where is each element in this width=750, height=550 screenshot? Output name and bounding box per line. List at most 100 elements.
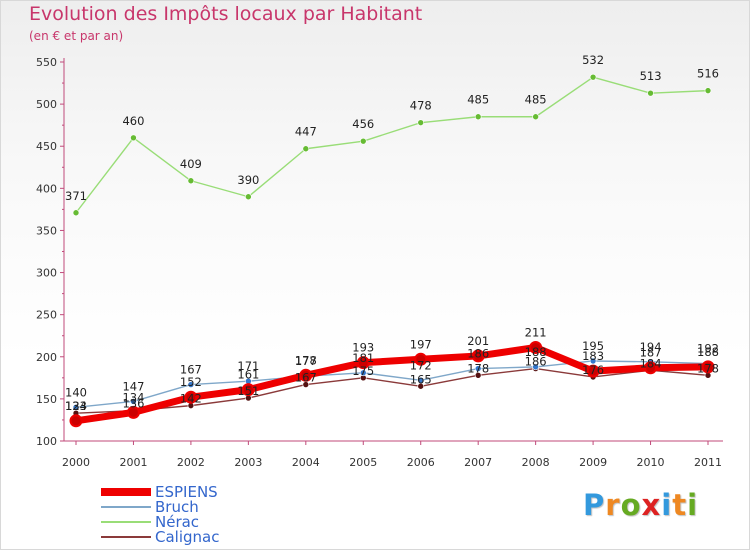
- x-tick-label: 2009: [579, 456, 607, 469]
- data-point: [356, 356, 370, 370]
- data-label: 532: [582, 53, 604, 67]
- data-label: 124: [65, 399, 87, 413]
- labels-calignac: 133 136 142 151 167 175 165 178 186 176 184 178: [65, 355, 719, 414]
- data-point: [644, 361, 658, 375]
- data-label: 197: [410, 337, 432, 351]
- proxiti-logo: Proxiti: [583, 488, 698, 522]
- series-nérac: [72, 73, 712, 217]
- data-point: [302, 145, 310, 153]
- legend-item-calignac: Calignac: [101, 528, 301, 546]
- y-tick-label: 500: [36, 98, 57, 111]
- x-tick-label: 2000: [62, 456, 90, 469]
- data-point: [474, 365, 482, 372]
- data-point: [532, 113, 539, 121]
- data-label: 513: [640, 69, 662, 83]
- data-label: 175: [352, 364, 374, 378]
- data-label: 183: [582, 349, 604, 363]
- series-line: [75, 76, 709, 214]
- x-tick-label: 2006: [407, 456, 435, 469]
- data-label: 193: [352, 341, 374, 355]
- data-label: 140: [65, 385, 87, 399]
- series-line: [75, 360, 709, 409]
- logo-letter: t: [672, 488, 688, 522]
- data-label: 371: [65, 189, 87, 203]
- y-tick-label: 300: [36, 267, 57, 280]
- data-label: 178: [295, 353, 317, 367]
- data-point: [589, 357, 597, 365]
- y-tick-label: 250: [36, 309, 57, 322]
- x-tick-label: 2004: [292, 456, 320, 469]
- data-label: 181: [352, 351, 374, 365]
- x-tick-label: 2003: [234, 456, 262, 469]
- legend-label-espiens: ESPIENS: [155, 483, 218, 501]
- data-label: 142: [180, 392, 202, 406]
- y-tick-label: 400: [36, 182, 57, 195]
- legend-swatch-calignac: [101, 536, 151, 538]
- chart-title: Evolution des Impôts locaux par Habitant: [29, 3, 423, 25]
- legend-item-bruch: Bruch: [101, 498, 301, 516]
- data-point: [72, 404, 80, 411]
- data-point: [69, 414, 83, 428]
- data-point: [471, 349, 485, 363]
- logo-letter: x: [641, 488, 662, 522]
- data-point: [184, 390, 198, 404]
- legend-item-espiens: ESPIENS: [101, 483, 301, 501]
- y-tick-label: 150: [36, 393, 57, 406]
- data-point: [701, 360, 715, 374]
- series-line: [75, 367, 709, 414]
- legend-label-calignac: Calignac: [155, 528, 220, 546]
- data-point: [529, 341, 543, 355]
- legend-swatch-bruch: [101, 506, 151, 508]
- x-tick-label: 2008: [522, 456, 550, 469]
- data-point: [532, 363, 539, 371]
- logo-letter: o: [620, 488, 642, 522]
- data-label: 134: [122, 390, 144, 404]
- data-label: 167: [295, 371, 317, 385]
- data-label: 409: [180, 157, 202, 171]
- legend-swatch-espiens: [101, 488, 151, 496]
- data-label: 152: [180, 375, 202, 389]
- labels-espiens: 124 134 152 161 178 193 197 201 211 183 187 188: [65, 326, 719, 413]
- x-tick-label: 2005: [349, 456, 377, 469]
- data-label: 136: [122, 397, 144, 411]
- data-label: 201: [467, 334, 489, 348]
- data-label: 390: [237, 173, 259, 187]
- legend-item-nerac: Nérac: [101, 513, 301, 531]
- data-label: 188: [525, 345, 547, 359]
- data-label: 133: [65, 399, 87, 413]
- data-label: 485: [467, 93, 489, 107]
- data-label: 192: [697, 342, 719, 356]
- data-point: [474, 113, 482, 121]
- data-point: [299, 368, 313, 382]
- data-point: [414, 352, 428, 366]
- data-point: [187, 177, 195, 185]
- data-label: 187: [640, 346, 662, 360]
- y-tick-label: 200: [36, 351, 57, 364]
- data-label: 177: [295, 354, 317, 368]
- y-tick-label: 550: [36, 56, 57, 69]
- x-tick-label: 2002: [177, 456, 205, 469]
- data-point: [130, 398, 137, 405]
- labels-nérac: 371 460 409 390 447 456 478 485 485 532 513 516: [65, 53, 719, 203]
- data-label: 456: [352, 117, 374, 131]
- y-tick-label: 450: [36, 140, 57, 153]
- data-label: 478: [410, 99, 432, 113]
- data-point: [359, 137, 367, 145]
- legend-swatch-nerac: [101, 521, 151, 523]
- data-point: [417, 377, 425, 384]
- logo-letter: P: [583, 488, 606, 522]
- data-point: [586, 364, 600, 378]
- y-tick-label: 100: [36, 435, 57, 448]
- y-tick-label: 350: [36, 224, 57, 237]
- logo-letter: i: [661, 488, 673, 522]
- data-point: [704, 87, 712, 94]
- data-label: 194: [640, 340, 662, 354]
- data-point: [474, 372, 482, 379]
- data-label: 516: [697, 67, 719, 81]
- data-label: 485: [525, 93, 547, 107]
- data-label: 211: [525, 326, 547, 340]
- data-point: [417, 119, 425, 126]
